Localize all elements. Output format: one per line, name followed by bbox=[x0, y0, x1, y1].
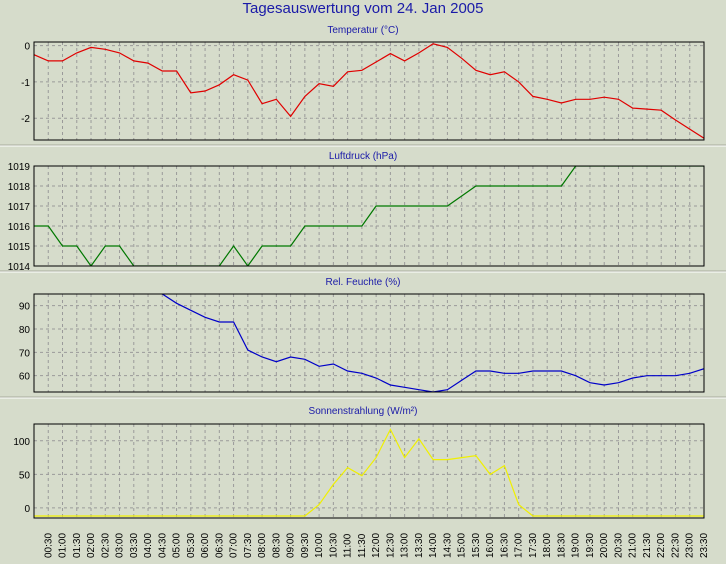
x-tick-label: 08:30 bbox=[271, 533, 282, 558]
x-tick-label: 21:30 bbox=[642, 533, 653, 558]
x-tick-label: 20:30 bbox=[613, 533, 624, 558]
x-tick-label: 17:30 bbox=[528, 533, 539, 558]
series-line-solar bbox=[34, 428, 704, 517]
series-line-temperature bbox=[34, 43, 704, 139]
y-tick-label: 0 bbox=[24, 42, 30, 53]
x-tick-label: 18:00 bbox=[542, 533, 553, 558]
x-tick-label: 18:30 bbox=[556, 533, 567, 558]
x-tick-label: 14:30 bbox=[442, 533, 453, 558]
y-tick-label: 90 bbox=[19, 302, 31, 313]
x-tick-label: 12:30 bbox=[385, 533, 396, 558]
plot-frame-temperature bbox=[33, 41, 705, 141]
series-line-pressure bbox=[34, 166, 704, 266]
y-tick-label: 50 bbox=[19, 470, 31, 481]
panel-title-pressure: Luftdruck (hPa) bbox=[329, 151, 397, 162]
page-title: Tagesauswertung vom 24. Jan 2005 bbox=[242, 0, 484, 17]
x-tick-label: 19:30 bbox=[585, 533, 596, 558]
x-tick-label: 14:00 bbox=[428, 533, 439, 558]
y-tick-label: 0 bbox=[24, 504, 30, 515]
x-tick-label: 03:00 bbox=[115, 533, 126, 558]
panel-title-humidity: Rel. Feuchte (%) bbox=[325, 277, 400, 288]
x-tick-label: 22:30 bbox=[670, 533, 681, 558]
plot-frame-humidity bbox=[33, 293, 705, 393]
x-tick-label: 23:00 bbox=[685, 533, 696, 558]
x-tick-label: 13:00 bbox=[400, 533, 411, 558]
x-tick-label: 10:00 bbox=[314, 533, 325, 558]
x-tick-label: 07:30 bbox=[243, 533, 254, 558]
y-tick-label: 1019 bbox=[8, 162, 31, 173]
y-tick-label: 80 bbox=[19, 325, 31, 336]
x-tick-label: 07:00 bbox=[229, 533, 240, 558]
x-tick-label: 04:30 bbox=[157, 533, 168, 558]
x-tick-label: 20:00 bbox=[599, 533, 610, 558]
x-tick-label: 13:30 bbox=[414, 533, 425, 558]
y-tick-label: 1015 bbox=[8, 242, 31, 253]
x-tick-label: 12:00 bbox=[371, 533, 382, 558]
x-tick-label: 19:00 bbox=[571, 533, 582, 558]
x-tick-label: 05:30 bbox=[186, 533, 197, 558]
x-tick-label: 15:00 bbox=[457, 533, 468, 558]
series-line-humidity bbox=[160, 294, 704, 392]
plot-frame-pressure bbox=[33, 165, 705, 267]
x-tick-label: 08:00 bbox=[257, 533, 268, 558]
x-tick-label: 16:00 bbox=[485, 533, 496, 558]
x-tick-label: 04:00 bbox=[143, 533, 154, 558]
y-tick-label: 1014 bbox=[8, 262, 31, 273]
x-tick-label: 17:00 bbox=[514, 533, 525, 558]
x-tick-label: 11:00 bbox=[343, 533, 354, 558]
y-tick-label: 1017 bbox=[8, 202, 31, 213]
x-tick-label: 01:00 bbox=[58, 533, 69, 558]
y-tick-label: 70 bbox=[19, 348, 31, 359]
x-tick-label: 03:30 bbox=[129, 533, 140, 558]
x-tick-label: 11:30 bbox=[357, 533, 368, 558]
x-tick-label: 06:30 bbox=[214, 533, 225, 558]
y-tick-label: 60 bbox=[19, 372, 31, 383]
x-tick-label: 10:30 bbox=[328, 533, 339, 558]
x-tick-label: 06:00 bbox=[200, 533, 211, 558]
x-tick-label: 09:00 bbox=[286, 533, 297, 558]
x-tick-label: 05:00 bbox=[172, 533, 183, 558]
x-tick-label: 02:00 bbox=[86, 533, 97, 558]
y-tick-label: -1 bbox=[21, 78, 30, 89]
plot-frame-solar bbox=[33, 423, 705, 519]
y-tick-label: -2 bbox=[21, 114, 30, 125]
y-tick-label: 100 bbox=[13, 437, 30, 448]
panel-title-temperature: Temperatur (°C) bbox=[327, 25, 398, 36]
x-tick-label: 15:30 bbox=[471, 533, 482, 558]
panel-title-solar: Sonnenstrahlung (W/m²) bbox=[309, 406, 418, 417]
x-tick-label: 16:30 bbox=[499, 533, 510, 558]
x-tick-label: 02:30 bbox=[100, 533, 111, 558]
x-tick-label: 00:30 bbox=[43, 533, 54, 558]
x-tick-label: 09:30 bbox=[300, 533, 311, 558]
y-tick-label: 1018 bbox=[8, 182, 31, 193]
x-tick-label: 01:30 bbox=[72, 533, 83, 558]
x-tick-label: 21:00 bbox=[628, 533, 639, 558]
x-tick-label: 23:30 bbox=[699, 533, 710, 558]
y-tick-label: 1016 bbox=[8, 222, 31, 233]
x-tick-label: 22:00 bbox=[656, 533, 667, 558]
